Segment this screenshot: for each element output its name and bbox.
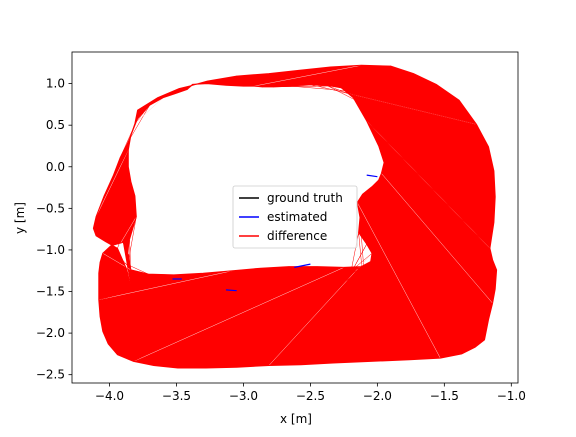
difference-line <box>362 194 462 355</box>
difference-line <box>105 195 136 242</box>
x-tick-label: −1.0 <box>497 389 526 403</box>
y-tick-label: 1.0 <box>46 77 65 91</box>
y-axis-label: y [m] <box>13 202 27 234</box>
difference-line <box>366 120 491 249</box>
x-tick-label: −2.5 <box>296 389 325 403</box>
difference-line <box>378 145 497 271</box>
difference-line <box>254 65 362 87</box>
difference-line <box>205 261 371 369</box>
y-tick-label: 0.5 <box>46 118 65 132</box>
difference-line <box>341 87 495 172</box>
difference-line <box>272 73 414 88</box>
y-tick-label: 0.0 <box>46 160 65 174</box>
y-tick-label: −1.5 <box>36 285 65 299</box>
difference-line <box>98 272 204 287</box>
legend-box <box>232 185 358 249</box>
difference-line <box>332 232 359 364</box>
difference-line <box>122 242 129 255</box>
axes-frame <box>71 51 519 384</box>
difference-line <box>378 179 489 320</box>
y-tick-label: −2.0 <box>36 326 65 340</box>
difference-line <box>353 97 495 223</box>
difference-line <box>225 70 300 86</box>
difference-line <box>383 162 496 290</box>
difference-line <box>126 216 137 270</box>
difference-line <box>95 166 129 217</box>
legend: ground truth estimated difference <box>232 185 358 249</box>
difference-line <box>300 243 367 365</box>
difference-line <box>326 85 489 148</box>
difference-line <box>100 270 233 317</box>
difference-line <box>98 272 204 301</box>
axes-layer: −4.0 −3.5 −3.0 −2.5 −2.0 −1.5 −1.0 1.0 0.5 0.0 −0.… <box>36 51 526 403</box>
difference-line <box>98 270 233 301</box>
difference-line <box>236 253 373 368</box>
difference-line <box>358 232 371 362</box>
difference-line <box>378 179 485 340</box>
difference-line <box>236 261 371 368</box>
legend-label: difference <box>267 229 327 243</box>
plot-area <box>92 64 498 369</box>
difference-line <box>290 85 460 101</box>
estimated-line <box>366 174 378 178</box>
difference-line <box>95 181 132 236</box>
difference-line <box>225 73 269 86</box>
difference-line <box>110 245 132 271</box>
difference-line <box>133 267 345 362</box>
difference-line <box>108 266 290 345</box>
x-tick-label: −3.5 <box>162 389 191 403</box>
difference-line <box>133 266 318 362</box>
x-tick-label: −4.0 <box>95 389 124 403</box>
difference-line <box>357 202 441 359</box>
difference-line <box>243 70 300 87</box>
difference-line <box>134 97 164 124</box>
x-tick-label: −1.5 <box>430 389 459 403</box>
difference-line <box>359 217 410 360</box>
difference-line <box>254 66 331 87</box>
estimated-line <box>225 289 237 292</box>
difference-line <box>129 105 150 140</box>
difference-line <box>103 149 129 197</box>
legend-label: estimated <box>267 210 327 224</box>
y-tick-label: −0.5 <box>36 201 65 215</box>
x-axis-label: x [m] <box>280 412 312 426</box>
difference-line <box>262 65 391 88</box>
difference-line <box>383 162 497 271</box>
difference-line <box>102 267 261 332</box>
difference-line <box>371 186 485 340</box>
difference-line <box>153 267 345 366</box>
difference-line <box>95 149 129 217</box>
x-tick-label: −3.0 <box>229 389 258 403</box>
difference-line <box>290 84 437 87</box>
difference-band <box>93 65 497 369</box>
estimated-line <box>294 263 311 268</box>
difference-line <box>359 217 371 362</box>
ground-truth-inner-line <box>127 83 385 276</box>
difference-line <box>371 186 476 348</box>
difference-line <box>117 195 136 249</box>
difference-line <box>378 145 493 261</box>
x-tick-label: −2.0 <box>363 389 392 403</box>
difference-line <box>93 166 129 229</box>
difference-line <box>381 173 493 304</box>
y-tick-label: −2.5 <box>36 368 65 382</box>
y-tick-label: −1.0 <box>36 243 65 257</box>
legend-label: ground truth <box>267 191 343 205</box>
difference-line <box>117 266 290 355</box>
difference-line <box>177 266 362 369</box>
difference-line <box>341 87 496 197</box>
